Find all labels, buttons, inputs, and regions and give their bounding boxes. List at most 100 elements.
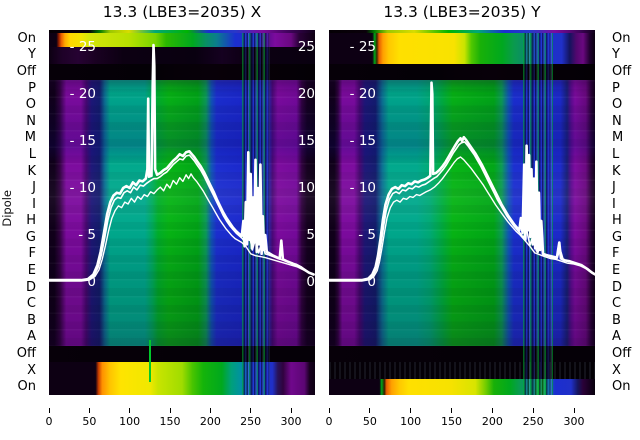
x-tick-mark <box>369 408 371 413</box>
curve-tick-label-left: - 25 <box>349 39 376 55</box>
row-label-left-h-11: H <box>26 213 36 229</box>
row-label-left-y-1: Y <box>28 47 36 63</box>
row-label-left-b-17: B <box>27 312 36 328</box>
beam-curves-overlay <box>47 43 315 282</box>
row-label-left-x-20: X <box>27 362 36 378</box>
row-label-right-x-20: X <box>612 362 621 378</box>
x-tick-label: 50 <box>82 415 97 428</box>
row-label-left-i-10: I <box>32 196 36 212</box>
row-label-right-h-11: H <box>612 213 622 229</box>
curve-tick-label-right: 5 <box>306 227 315 243</box>
row-label-left-n-5: N <box>26 113 36 129</box>
curve-tick-label-left: - 20 <box>349 86 376 102</box>
x-tick-label: 100 <box>119 415 141 428</box>
x-tick-mark <box>209 408 211 413</box>
beam-profile-3 <box>328 156 596 282</box>
beam-curves-overlay <box>327 81 597 282</box>
curve-tick-label-right: 15 <box>297 133 315 149</box>
row-label-left-f-13: F <box>28 246 36 262</box>
x-tick-label: 0 <box>325 415 333 428</box>
row-label-right-j-9: J <box>612 180 616 196</box>
x-tick-label: 0 <box>45 415 53 428</box>
row-label-left-d-15: D <box>25 279 36 295</box>
row-label-right-on-0: On <box>612 30 631 46</box>
row-label-right-f-13: F <box>612 246 620 262</box>
curve-tick-label-left: - 10 <box>349 180 376 196</box>
row-label-left-k-8: K <box>27 163 36 179</box>
x-tick-label: 250 <box>522 415 544 428</box>
curve-tick-label-left: - 5 <box>358 227 376 243</box>
row-label-left-m-6: M <box>24 130 36 146</box>
curve-tick-label-left: 0 <box>367 274 376 290</box>
panel-x-title: 13.3 (LBE3=2035) X <box>102 3 262 21</box>
row-label-right-c-16: C <box>612 296 622 312</box>
x-tick-label: 50 <box>362 415 377 428</box>
row-label-left-e-14: E <box>27 263 36 279</box>
x-tick-mark <box>451 408 452 413</box>
row-label-left-a-18: A <box>27 329 36 345</box>
curve-tick-label-left: - 15 <box>69 133 96 149</box>
x-tick-mark <box>290 408 292 413</box>
x-tick-mark <box>129 408 131 413</box>
row-label-right-d-15: D <box>612 279 623 295</box>
heatmap-panel-x: - 25 25 - 20 20 - 15 15 - 10 10 - 5 5 0 0 <box>47 30 315 395</box>
row-label-right-off-19: Off <box>612 346 632 362</box>
heatmap-band-top-stripe <box>329 30 595 33</box>
row-label-right-b-17: B <box>612 312 621 328</box>
x-tick-label: 300 <box>563 415 585 428</box>
x-tick-label: 150 <box>441 415 462 428</box>
row-label-right-n-5: N <box>612 113 622 129</box>
curve-tick-label-left: - 20 <box>69 86 96 102</box>
row-label-right-g-12: G <box>612 229 623 245</box>
x-tick-label: 250 <box>240 415 262 428</box>
x-tick-mark <box>48 408 50 413</box>
x-tick-mark <box>328 408 330 413</box>
beam-profile-2 <box>48 154 315 282</box>
curve-tick-label-left: - 15 <box>349 133 376 149</box>
row-label-left-p-3: P <box>28 80 36 96</box>
row-label-right-p-3: P <box>612 80 620 96</box>
row-label-left-o-4: O <box>25 97 36 113</box>
x-tick-label: 150 <box>159 415 181 428</box>
row-label-left-c-16: C <box>26 296 36 312</box>
curve-tick-label-left: - 5 <box>78 227 96 243</box>
row-label-right-y-1: Y <box>612 47 620 63</box>
x-tick-mark <box>491 408 493 413</box>
x-tick-label: 200 <box>481 415 503 428</box>
row-label-left-off-2: Off <box>16 63 36 79</box>
row-label-left-on-0: On <box>17 30 36 46</box>
row-label-left-on-21: On <box>17 379 36 395</box>
panel-y-title: 13.3 (LBE3=2035) Y <box>383 3 541 21</box>
x-tick-mark <box>410 408 412 413</box>
beam-profile-1 <box>47 43 315 282</box>
curve-tick-label-left: 0 <box>87 274 96 290</box>
x-tick-label: 200 <box>199 415 221 428</box>
row-label-right-e-14: E <box>612 263 621 279</box>
row-label-right-a-18: A <box>612 329 621 345</box>
x-tick-label: 300 <box>280 415 302 428</box>
curve-tick-label-right: 0 <box>306 274 315 290</box>
x-tick-label: 100 <box>400 415 422 428</box>
x-tick-mark <box>573 408 575 413</box>
curve-tick-label-right: 20 <box>297 86 315 102</box>
x-tick-mark <box>532 408 534 413</box>
curve-tick-label-right: 10 <box>297 180 315 196</box>
heatmap-band-rows-x-on-bottom <box>49 362 315 395</box>
heatmap-band-rows-p-to-a <box>49 80 315 346</box>
curve-tick-label-left: - 10 <box>69 180 96 196</box>
x-tick-mark <box>250 408 252 413</box>
curve-tick-label-right: 25 <box>297 39 315 55</box>
row-label-left-off-19: Off <box>16 346 36 362</box>
row-label-right-off-2: Off <box>612 63 632 79</box>
row-label-left-l-7: L <box>28 146 36 162</box>
row-label-right-i-10: I <box>612 196 616 212</box>
row-label-right-m-6: M <box>612 130 624 146</box>
x-tick-mark <box>88 408 90 413</box>
row-label-right-l-7: L <box>612 146 620 162</box>
row-label-right-on-21: On <box>612 379 631 395</box>
row-label-right-k-8: K <box>612 163 621 179</box>
heatmap-panel-y: - 25 - 20 - 15 - 10 - 5 0 <box>327 30 597 395</box>
row-label-left-g-12: G <box>25 229 36 245</box>
x-tick-mark <box>169 408 171 413</box>
